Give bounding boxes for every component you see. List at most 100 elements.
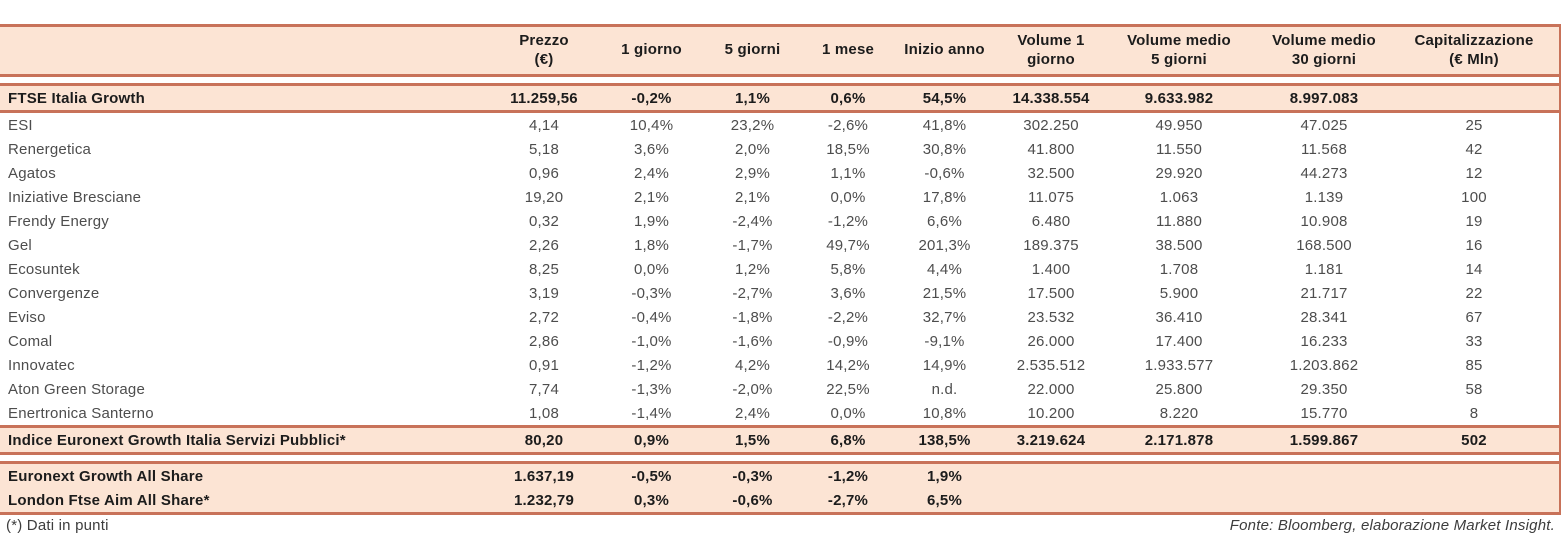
- cell-inizio-anno: 4,4%: [927, 260, 962, 278]
- cell-volume-medio-30-giorni: 8.997.083: [1289, 89, 1359, 107]
- row-name: Iniziative Bresciane: [8, 188, 142, 206]
- cell-5-giorni: -1,7%: [732, 236, 773, 254]
- cell-volume-medio-5-giorni: 1.708: [1159, 260, 1199, 278]
- cell-1-mese: -1,2%: [827, 467, 869, 485]
- cell-1-mese: -0,9%: [827, 332, 869, 350]
- benchmark-block: Euronext Growth All Share 1.637,19 -0,5%…: [0, 461, 1559, 515]
- cell-5-giorni: 5 giorni: [724, 41, 781, 59]
- cell-capitalizzazione: 19: [1465, 212, 1483, 230]
- cell-capitalizzazione: 12: [1465, 164, 1483, 182]
- row-name: ESI: [8, 116, 33, 134]
- cell-5-giorni: 1,5%: [735, 431, 770, 449]
- cell-5-giorni: -2,0%: [732, 380, 773, 398]
- cell-prezzo: 5,18: [529, 140, 559, 158]
- cell-prezzo: 7,74: [529, 380, 559, 398]
- cell-capitalizzazione: 100: [1461, 188, 1487, 206]
- cell-volume-medio-5-giorni: 2.171.878: [1144, 431, 1214, 449]
- cell-volume-1-giorno: 11.075: [1028, 188, 1074, 206]
- cell-5-giorni: -0,6%: [732, 491, 773, 509]
- cell-1-mese: -2,2%: [827, 308, 869, 326]
- cell-volume-medio-30-giorni: 168.500: [1296, 236, 1352, 254]
- cell-volume-medio-5-giorni: 8.220: [1159, 404, 1199, 422]
- cell-1-mese: 0,6%: [830, 89, 866, 107]
- cell-volume-1-giorno: 2.535.512: [1016, 356, 1086, 374]
- cell-5-giorni: 1,2%: [735, 260, 770, 278]
- cell-prezzo: 1.637,19: [514, 467, 574, 485]
- stock-row: Ecosuntek 8,25 0,0% 1,2% 5,8% 4,4% 1.400…: [0, 257, 1559, 281]
- cell-1-mese: 49,7%: [826, 236, 870, 254]
- cell-volume-medio-30-giorni: 1.139: [1304, 188, 1344, 206]
- cell-1-mese: -2,7%: [827, 491, 869, 509]
- cell-volume-medio-5-giorni: Volume medio 5 giorni: [1127, 31, 1231, 68]
- cell-volume-medio-5-giorni: 29.920: [1155, 164, 1203, 182]
- cell-capitalizzazione: 22: [1465, 284, 1483, 302]
- cell-1-giorno: 2,1%: [634, 188, 669, 206]
- cell-volume-medio-30-giorni: 44.273: [1300, 164, 1348, 182]
- price-table: Prezzo (€) 1 giorno 5 giorni 1 mese Iniz…: [0, 24, 1561, 515]
- cell-capitalizzazione: 42: [1465, 140, 1483, 158]
- cell-volume-1-giorno: 26.000: [1027, 332, 1075, 350]
- table-footer: (*) Dati in punti Fonte: Bloomberg, elab…: [0, 515, 1561, 534]
- cell-1-mese: 5,8%: [830, 260, 866, 278]
- cell-inizio-anno: 30,8%: [922, 140, 967, 158]
- cell-inizio-anno: 54,5%: [922, 89, 967, 107]
- cell-1-mese: 0,0%: [830, 188, 866, 206]
- cell-inizio-anno: 1,9%: [927, 467, 962, 485]
- stock-row: Convergenze 3,19 -0,3% -2,7% 3,6% 21,5% …: [0, 281, 1559, 305]
- cell-volume-medio-5-giorni: 38.500: [1155, 236, 1203, 254]
- row-name: Aton Green Storage: [8, 380, 146, 398]
- stock-row: Gel 2,26 1,8% -1,7% 49,7% 201,3% 189.375…: [0, 233, 1559, 257]
- row-name: London Ftse Aim All Share*: [8, 491, 210, 509]
- benchmark-row: Euronext Growth All Share 1.637,19 -0,5%…: [0, 464, 1559, 488]
- cell-volume-medio-5-giorni: 1.063: [1159, 188, 1199, 206]
- cell-inizio-anno: 6,6%: [927, 212, 962, 230]
- cell-volume-medio-30-giorni: 47.025: [1300, 116, 1348, 134]
- row-name: Comal: [8, 332, 53, 350]
- cell-inizio-anno: 6,5%: [927, 491, 962, 509]
- cell-capitalizzazione: Capitalizzazione (€ Mln): [1414, 31, 1534, 68]
- row-name: FTSE Italia Growth: [8, 89, 145, 107]
- cell-1-mese: 14,2%: [826, 356, 870, 374]
- cell-capitalizzazione: 67: [1465, 308, 1483, 326]
- row-name: Ecosuntek: [8, 260, 80, 278]
- stock-row: Frendy Energy 0,32 1,9% -2,4% -1,2% 6,6%…: [0, 209, 1559, 233]
- cell-volume-1-giorno: 14.338.554: [1012, 89, 1090, 107]
- cell-1-giorno: 1,8%: [634, 236, 669, 254]
- row-name: Gel: [8, 236, 32, 254]
- sector-index-block: Indice Euronext Growth Italia Servizi Pu…: [0, 425, 1559, 455]
- cell-1-giorno: 1,9%: [634, 212, 669, 230]
- cell-volume-medio-5-giorni: 11.550: [1156, 140, 1202, 158]
- cell-1-giorno: -0,2%: [631, 89, 672, 107]
- block-divider: [0, 77, 1559, 83]
- cell-capitalizzazione: 8: [1469, 404, 1479, 422]
- cell-inizio-anno: 21,5%: [922, 284, 967, 302]
- stock-row: Agatos 0,96 2,4% 2,9% 1,1% -0,6% 32.500 …: [0, 161, 1559, 185]
- cell-prezzo: 2,86: [529, 332, 559, 350]
- footnote-text: (*) Dati in punti: [6, 517, 109, 534]
- cell-1-mese: 1 mese: [821, 41, 875, 59]
- cell-prezzo: 2,72: [529, 308, 559, 326]
- cell-volume-1-giorno: 22.000: [1027, 380, 1075, 398]
- cell-inizio-anno: -9,1%: [924, 332, 965, 350]
- cell-volume-1-giorno: 41.800: [1027, 140, 1075, 158]
- cell-volume-medio-30-giorni: 15.770: [1300, 404, 1348, 422]
- cell-capitalizzazione: 58: [1465, 380, 1483, 398]
- cell-prezzo: 1.232,79: [514, 491, 574, 509]
- cell-capitalizzazione: 14: [1465, 260, 1483, 278]
- cell-volume-1-giorno: 302.250: [1023, 116, 1079, 134]
- cell-1-mese: 1,1%: [830, 164, 866, 182]
- cell-prezzo: 2,26: [529, 236, 559, 254]
- row-name: Convergenze: [8, 284, 100, 302]
- cell-inizio-anno: 41,8%: [922, 116, 967, 134]
- stock-rows-block: ESI 4,14 10,4% 23,2% -2,6% 41,8% 302.250…: [0, 113, 1559, 425]
- cell-volume-medio-30-giorni: 10.908: [1300, 212, 1348, 230]
- cell-prezzo: 0,96: [529, 164, 559, 182]
- cell-prezzo: 80,20: [524, 431, 564, 449]
- block-divider: [0, 455, 1559, 461]
- header-row: Prezzo (€) 1 giorno 5 giorni 1 mese Iniz…: [0, 27, 1559, 74]
- cell-5-giorni: 23,2%: [730, 116, 775, 134]
- stock-row: Comal 2,86 -1,0% -1,6% -0,9% -9,1% 26.00…: [0, 329, 1559, 353]
- cell-volume-medio-30-giorni: 1.181: [1304, 260, 1344, 278]
- cell-1-giorno: 3,6%: [634, 140, 669, 158]
- cell-inizio-anno: -0,6%: [924, 164, 965, 182]
